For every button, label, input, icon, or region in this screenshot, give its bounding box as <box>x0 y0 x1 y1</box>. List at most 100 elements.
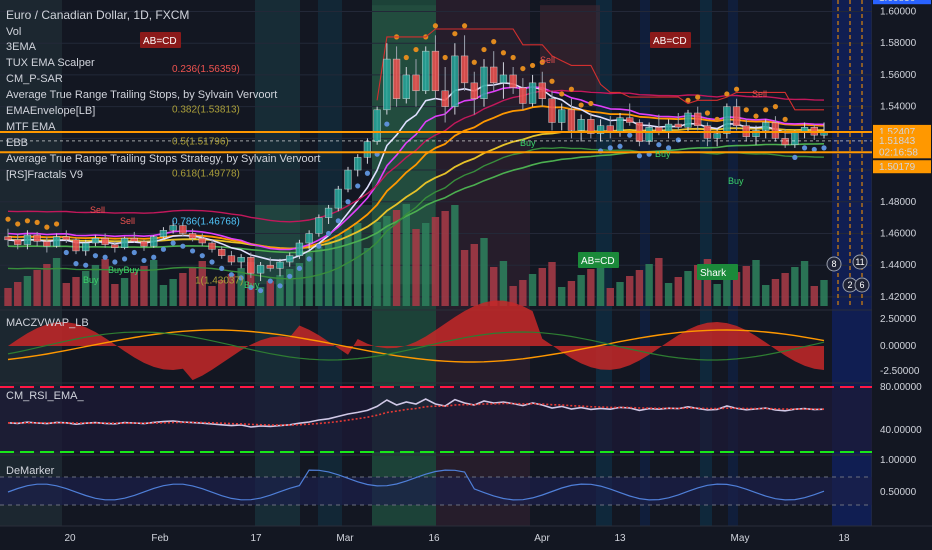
legend-item[interactable]: 3EMA <box>6 41 37 53</box>
candle-body[interactable] <box>363 141 372 158</box>
legend-item[interactable]: Average True Range Trailing Stops Strate… <box>6 153 320 165</box>
candle-body[interactable] <box>674 123 682 128</box>
candle-body[interactable] <box>4 236 12 241</box>
candle-body[interactable] <box>82 242 90 252</box>
volume-bar <box>150 260 158 306</box>
candle-body[interactable] <box>713 133 721 139</box>
candle-body[interactable] <box>626 117 634 123</box>
candle-body[interactable] <box>732 106 741 126</box>
price-axis[interactable]: 1.600001.580001.560001.540001.520001.500… <box>872 0 932 526</box>
candle-body[interactable] <box>645 127 653 142</box>
candle-body[interactable] <box>91 237 100 244</box>
candle-body[interactable] <box>596 125 605 134</box>
candle-body[interactable] <box>111 244 119 249</box>
candle-body[interactable] <box>422 50 430 92</box>
candle-body[interactable] <box>791 131 799 145</box>
price-label: 02:16:58 <box>879 147 918 158</box>
candle-body[interactable] <box>558 109 566 123</box>
candle-body[interactable] <box>664 123 673 133</box>
candle-body[interactable] <box>567 109 576 131</box>
candle-body[interactable] <box>762 122 770 131</box>
candle-body[interactable] <box>72 239 80 252</box>
candle-body[interactable] <box>344 169 352 190</box>
candle-body[interactable] <box>499 74 508 84</box>
candle-body[interactable] <box>519 87 527 104</box>
candle-body[interactable] <box>324 207 333 218</box>
candle-body[interactable] <box>159 230 168 237</box>
candle-body[interactable] <box>198 237 206 244</box>
candle-body[interactable] <box>441 90 449 107</box>
legend-item[interactable]: EMAEnvelope[LB] <box>6 105 95 117</box>
event-marker[interactable] <box>852 254 868 270</box>
candle-body[interactable] <box>188 233 197 239</box>
candle-body[interactable] <box>33 234 41 242</box>
candle-body[interactable] <box>305 233 313 244</box>
candle-body[interactable] <box>23 234 32 245</box>
candle-body[interactable] <box>528 82 537 104</box>
candle-body[interactable] <box>218 249 226 256</box>
candle-body[interactable] <box>43 241 51 247</box>
candle-body[interactable] <box>538 82 546 99</box>
event-marker[interactable] <box>826 256 842 272</box>
candle-body[interactable] <box>451 55 459 107</box>
candle-body[interactable] <box>509 74 517 88</box>
candle-body[interactable] <box>771 122 780 139</box>
candle-body[interactable] <box>470 82 478 99</box>
candle-body[interactable] <box>752 130 760 138</box>
price-label-tag <box>873 133 931 147</box>
candle-body[interactable] <box>373 109 381 142</box>
legend-item[interactable]: Average True Range Trailing Stops, by Sy… <box>6 89 277 101</box>
candle-body[interactable] <box>256 264 265 274</box>
candle-body[interactable] <box>266 264 274 269</box>
candle-body[interactable] <box>392 58 401 99</box>
candle-body[interactable] <box>295 242 304 256</box>
candle-body[interactable] <box>460 55 469 84</box>
legend-item[interactable]: EBB <box>6 137 28 149</box>
candle-body[interactable] <box>577 119 585 131</box>
legend-item[interactable]: TUX EMA Scalper <box>6 57 95 69</box>
candle-body[interactable] <box>227 255 236 263</box>
candle-body[interactable] <box>490 66 498 84</box>
candle-body[interactable] <box>354 157 362 171</box>
candle-body[interactable] <box>412 74 420 92</box>
candle-body[interactable] <box>101 237 109 245</box>
candle-body[interactable] <box>431 50 440 92</box>
candle-body[interactable] <box>140 241 148 247</box>
legend-item[interactable]: Vol <box>6 26 21 38</box>
candle-body[interactable] <box>781 138 789 145</box>
candle-body[interactable] <box>208 242 216 250</box>
background-band <box>640 0 650 526</box>
candle-body[interactable] <box>130 237 138 242</box>
candle-body[interactable] <box>120 237 129 249</box>
candle-body[interactable] <box>402 74 410 99</box>
candle-body[interactable] <box>383 58 391 111</box>
sar-dot <box>248 284 254 290</box>
candle-body[interactable] <box>237 257 245 263</box>
candle-body[interactable] <box>684 112 692 128</box>
candle-body[interactable] <box>616 117 624 133</box>
candle-body[interactable] <box>247 257 255 274</box>
candle-body[interactable] <box>480 66 488 99</box>
candle-body[interactable] <box>14 239 22 245</box>
price-tick: 1.42000 <box>880 292 917 303</box>
legend-item[interactable]: CM_P-SAR <box>6 73 63 85</box>
sar-dot <box>811 146 817 153</box>
legend-item[interactable]: [RS]Fractals V9 <box>6 169 83 181</box>
candle-body[interactable] <box>548 98 556 123</box>
candle-body[interactable] <box>334 188 342 209</box>
candle-body[interactable] <box>723 106 731 134</box>
candle-body[interactable] <box>150 236 158 247</box>
candle-body[interactable] <box>286 255 294 263</box>
candle-body[interactable] <box>587 119 595 134</box>
candle-body[interactable] <box>276 261 284 269</box>
legend-item[interactable]: MTF EMA <box>6 121 56 133</box>
candle-body[interactable] <box>694 112 702 126</box>
candle-body[interactable] <box>52 236 61 247</box>
candle-body[interactable] <box>62 236 70 241</box>
candle-body[interactable] <box>315 217 323 234</box>
candle-body[interactable] <box>179 225 187 234</box>
candle-body[interactable] <box>169 225 177 231</box>
time-axis[interactable]: 20 Feb 17 Mar 16 Apr 13 May 18 <box>0 525 932 544</box>
event-marker[interactable] <box>854 277 870 293</box>
